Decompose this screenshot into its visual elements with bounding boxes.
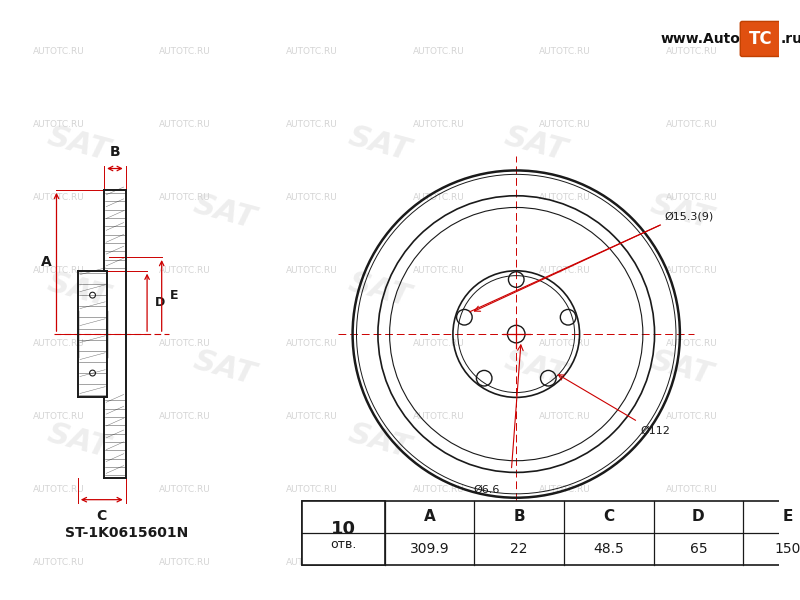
Text: SAT: SAT (43, 122, 112, 166)
Text: AUTOTC.RU: AUTOTC.RU (413, 47, 464, 56)
Text: B: B (514, 509, 525, 524)
Text: Ø6.6: Ø6.6 (474, 485, 500, 495)
Text: SAT: SAT (43, 419, 112, 463)
Text: AUTOTC.RU: AUTOTC.RU (666, 120, 718, 129)
Text: SAT: SAT (43, 268, 112, 313)
Text: AUTOTC.RU: AUTOTC.RU (33, 485, 84, 494)
Text: SAT: SAT (502, 122, 570, 166)
Text: E: E (170, 289, 178, 302)
Text: AUTOTC.RU: AUTOTC.RU (159, 340, 211, 349)
Text: AUTOTC.RU: AUTOTC.RU (286, 340, 338, 349)
Text: 48.5: 48.5 (594, 542, 624, 556)
Text: A: A (424, 509, 435, 524)
Text: C: C (603, 509, 614, 524)
Text: AUTOTC.RU: AUTOTC.RU (159, 559, 211, 568)
Text: AUTOTC.RU: AUTOTC.RU (286, 266, 338, 275)
Text: AUTOTC.RU: AUTOTC.RU (413, 193, 464, 202)
Bar (302, 500, 800, 565)
Text: AUTOTC.RU: AUTOTC.RU (286, 47, 338, 56)
Text: AUTOTC.RU: AUTOTC.RU (666, 485, 718, 494)
Text: D: D (155, 296, 165, 309)
Text: AUTOTC.RU: AUTOTC.RU (159, 266, 211, 275)
Text: AUTOTC.RU: AUTOTC.RU (33, 47, 84, 56)
Text: .ru: .ru (780, 32, 800, 46)
FancyBboxPatch shape (740, 22, 781, 56)
Text: AUTOTC.RU: AUTOTC.RU (539, 485, 591, 494)
Text: D: D (692, 509, 705, 524)
Text: AUTOTC.RU: AUTOTC.RU (33, 120, 84, 129)
Text: AUTOTC.RU: AUTOTC.RU (33, 412, 84, 421)
Text: 10: 10 (331, 520, 356, 538)
Text: SAT: SAT (346, 122, 414, 166)
Text: AUTOTC.RU: AUTOTC.RU (413, 485, 464, 494)
Text: AUTOTC.RU: AUTOTC.RU (159, 193, 211, 202)
Text: AUTOTC.RU: AUTOTC.RU (539, 412, 591, 421)
Text: AUTOTC.RU: AUTOTC.RU (286, 193, 338, 202)
Text: AUTOTC.RU: AUTOTC.RU (413, 559, 464, 568)
Text: AUTOTC.RU: AUTOTC.RU (666, 193, 718, 202)
Text: SAT: SAT (346, 268, 414, 313)
Text: AUTOTC.RU: AUTOTC.RU (33, 266, 84, 275)
Bar (302, 500, 385, 565)
Text: AUTOTC.RU: AUTOTC.RU (666, 340, 718, 349)
Text: Ø112: Ø112 (640, 425, 670, 436)
Text: SAT: SAT (502, 346, 570, 391)
Text: B: B (110, 145, 120, 159)
Text: AUTOTC.RU: AUTOTC.RU (539, 340, 591, 349)
Text: AUTOTC.RU: AUTOTC.RU (286, 485, 338, 494)
Text: AUTOTC.RU: AUTOTC.RU (413, 266, 464, 275)
Text: 309.9: 309.9 (410, 542, 450, 556)
Text: AUTOTC.RU: AUTOTC.RU (159, 485, 211, 494)
Text: SAT: SAT (190, 190, 258, 235)
Text: AUTOTC.RU: AUTOTC.RU (539, 559, 591, 568)
Text: 22: 22 (510, 542, 528, 556)
Text: A: A (42, 255, 52, 269)
Text: AUTOTC.RU: AUTOTC.RU (666, 47, 718, 56)
Text: AUTOTC.RU: AUTOTC.RU (413, 340, 464, 349)
Text: Ø15.3(9): Ø15.3(9) (664, 211, 714, 221)
Text: SAT: SAT (190, 346, 258, 391)
Text: 150: 150 (775, 542, 800, 556)
Text: AUTOTC.RU: AUTOTC.RU (539, 47, 591, 56)
Text: 65: 65 (690, 542, 707, 556)
Text: E: E (783, 509, 793, 524)
Text: AUTOTC.RU: AUTOTC.RU (286, 120, 338, 129)
Text: AUTOTC.RU: AUTOTC.RU (539, 120, 591, 129)
Text: AUTOTC.RU: AUTOTC.RU (159, 120, 211, 129)
Text: SAT: SAT (346, 419, 414, 463)
Text: ST-1K0615601N: ST-1K0615601N (65, 526, 188, 540)
Text: AUTOTC.RU: AUTOTC.RU (413, 412, 464, 421)
Text: отв.: отв. (330, 538, 357, 551)
Text: SAT: SAT (647, 190, 716, 235)
Text: AUTOTC.RU: AUTOTC.RU (33, 193, 84, 202)
Text: AUTOTC.RU: AUTOTC.RU (413, 120, 464, 129)
Text: www.Auto: www.Auto (660, 32, 740, 46)
Text: AUTOTC.RU: AUTOTC.RU (33, 340, 84, 349)
Text: AUTOTC.RU: AUTOTC.RU (286, 559, 338, 568)
Text: AUTOTC.RU: AUTOTC.RU (666, 266, 718, 275)
Text: C: C (97, 509, 107, 523)
Text: AUTOTC.RU: AUTOTC.RU (159, 412, 211, 421)
Text: AUTOTC.RU: AUTOTC.RU (666, 412, 718, 421)
Text: AUTOTC.RU: AUTOTC.RU (539, 193, 591, 202)
Text: AUTOTC.RU: AUTOTC.RU (33, 559, 84, 568)
Text: AUTOTC.RU: AUTOTC.RU (539, 266, 591, 275)
Text: AUTOTC.RU: AUTOTC.RU (666, 559, 718, 568)
Text: SAT: SAT (647, 346, 716, 391)
Text: TC: TC (749, 30, 773, 48)
Text: AUTOTC.RU: AUTOTC.RU (286, 412, 338, 421)
Text: AUTOTC.RU: AUTOTC.RU (159, 47, 211, 56)
